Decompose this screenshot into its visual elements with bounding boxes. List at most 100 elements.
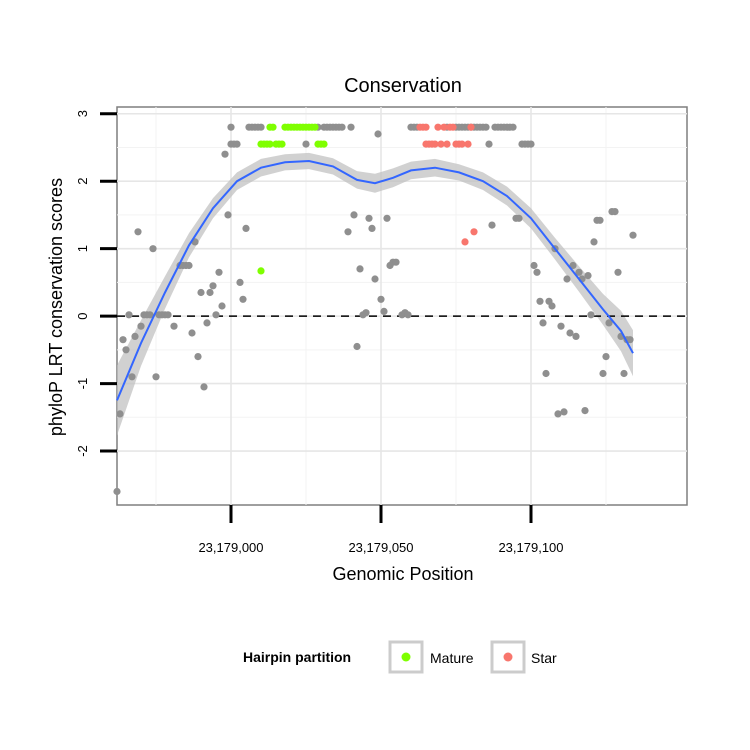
point-other <box>536 297 544 305</box>
point-star <box>443 140 451 148</box>
point-other <box>629 231 637 239</box>
x-tick-label: 23,179,100 <box>498 540 563 555</box>
point-other <box>584 272 592 280</box>
point-mature <box>278 140 286 148</box>
point-other <box>233 140 241 148</box>
point-other <box>350 211 358 219</box>
point-other <box>362 309 370 317</box>
point-other <box>203 319 211 327</box>
point-other <box>560 408 568 416</box>
point-other <box>599 369 607 378</box>
point-other <box>119 336 127 344</box>
point-other <box>515 214 523 222</box>
point-star <box>470 228 478 236</box>
point-other <box>548 302 556 310</box>
point-other <box>563 275 571 283</box>
point-other <box>128 373 136 381</box>
smooth-line <box>116 159 634 401</box>
point-other <box>572 332 580 340</box>
point-other <box>539 319 547 327</box>
point-other <box>533 268 541 276</box>
point-other <box>137 322 145 330</box>
point-other <box>602 353 610 361</box>
point-other <box>131 332 139 340</box>
y-tick-label: 0 <box>75 312 90 319</box>
point-other <box>488 221 496 229</box>
point-star <box>431 140 439 148</box>
point-other <box>224 211 232 219</box>
point-other <box>587 311 595 319</box>
point-other <box>344 228 352 236</box>
point-other <box>194 353 202 361</box>
y-axis-title: phyloP LRT conservation scores <box>46 178 66 436</box>
point-other <box>542 369 550 378</box>
point-star <box>434 123 442 131</box>
point-other <box>197 288 205 297</box>
point-other <box>257 123 265 131</box>
y-tick-label: 3 <box>75 110 90 117</box>
point-star <box>464 140 472 148</box>
point-star <box>461 238 469 246</box>
point-other <box>116 410 124 418</box>
point-star <box>449 123 457 131</box>
point-mature <box>266 140 274 148</box>
point-other <box>302 140 310 148</box>
point-other <box>482 123 490 131</box>
point-other <box>239 295 247 303</box>
point-other <box>566 329 574 337</box>
legend-label-star: Star <box>531 650 557 666</box>
point-other <box>356 265 364 273</box>
point-other <box>212 311 220 319</box>
point-other <box>221 150 229 158</box>
point-other <box>581 407 589 415</box>
point-other <box>134 228 142 236</box>
point-other <box>605 319 613 327</box>
point-other <box>371 275 379 283</box>
point-other <box>227 123 235 131</box>
chart-title: Conservation <box>344 75 462 97</box>
point-other <box>188 329 196 337</box>
legend-label-mature: Mature <box>430 650 474 666</box>
point-other <box>392 258 400 266</box>
point-other <box>185 261 193 270</box>
x-tick-label: 23,179,050 <box>348 540 413 555</box>
point-other <box>557 322 565 330</box>
point-mature <box>311 123 319 131</box>
point-star <box>458 140 466 148</box>
point-other <box>626 336 634 344</box>
y-tick-label: -1 <box>75 378 90 390</box>
point-other <box>122 346 130 354</box>
point-star <box>422 123 430 131</box>
point-other <box>527 140 535 148</box>
y-tick-label: -2 <box>75 445 90 457</box>
point-other <box>509 123 517 131</box>
y-axis: -2 -1 0 1 2 3 <box>75 110 117 457</box>
point-other <box>215 268 223 276</box>
point-mature <box>269 123 277 131</box>
point-other <box>242 224 250 232</box>
point-other <box>164 311 172 319</box>
point-other <box>377 295 385 303</box>
point-other <box>149 245 157 253</box>
point-other <box>347 123 355 131</box>
point-star <box>467 123 475 131</box>
point-other <box>596 216 604 224</box>
point-other <box>218 302 226 310</box>
point-other <box>146 311 154 319</box>
legend: Hairpin partition Mature Star <box>243 640 557 674</box>
point-other <box>152 373 160 381</box>
point-other <box>404 311 412 319</box>
smooth-curve <box>116 159 634 401</box>
legend-title: Hairpin partition <box>243 649 351 665</box>
point-star <box>437 140 445 148</box>
point-star <box>440 123 448 131</box>
point-other <box>236 278 244 286</box>
point-other <box>380 307 388 315</box>
x-axis-title: Genomic Position <box>332 564 473 584</box>
point-other <box>620 369 628 378</box>
point-other <box>611 208 619 216</box>
point-other <box>569 261 577 270</box>
point-other <box>554 410 562 418</box>
point-other <box>170 322 178 330</box>
point-other <box>338 123 346 131</box>
